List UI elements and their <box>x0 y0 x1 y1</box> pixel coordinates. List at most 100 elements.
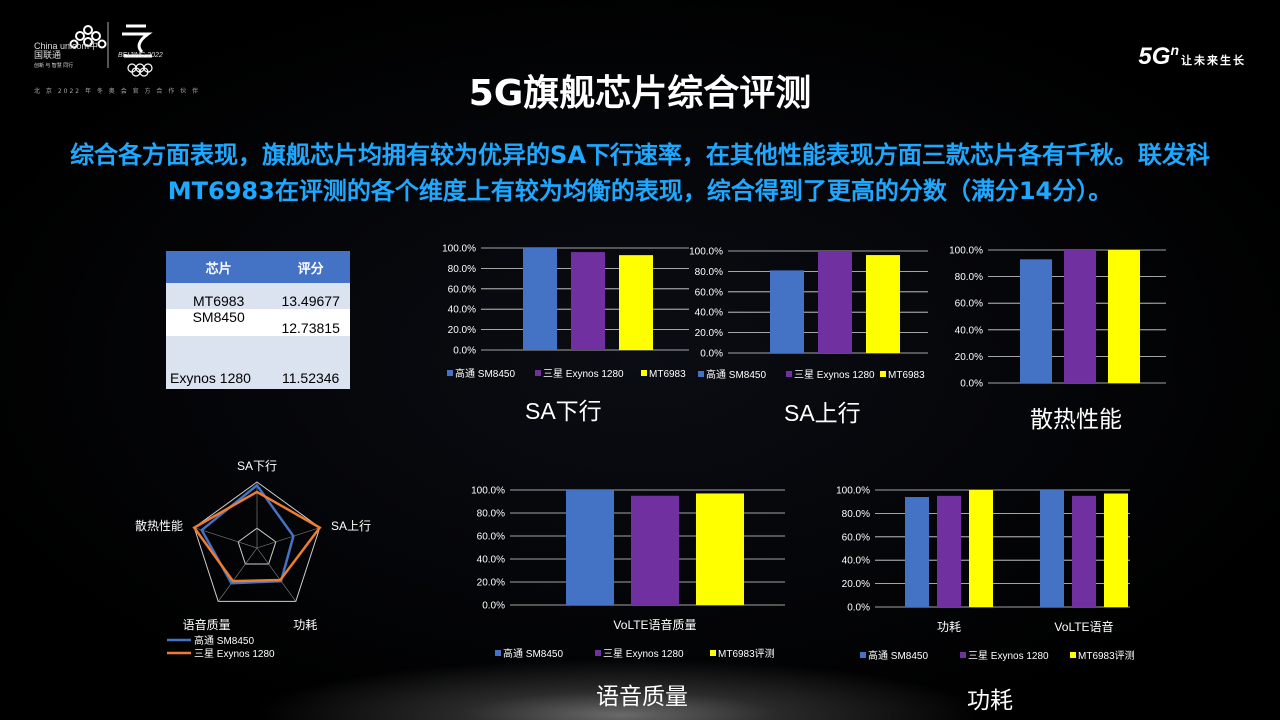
bar <box>1072 495 1096 607</box>
y-tick-label: 100.0% <box>689 247 723 258</box>
radar-axis-label: 散热性能 <box>135 518 183 533</box>
y-tick-label: 20.0% <box>842 579 870 590</box>
y-tick-label: 0.0% <box>847 603 870 614</box>
score-table-header-score: 评分 <box>271 251 350 283</box>
unicom-subtext: 创新 与 智慧 同行 <box>34 63 74 69</box>
score-table-header-chip: 芯片 <box>166 251 272 283</box>
radar-axis-label: SA上行 <box>331 519 371 533</box>
bar <box>1104 493 1128 607</box>
unicom-logo-text: China unicom中国联通 <box>34 41 99 60</box>
legend-label: 高通 SM8450 <box>706 368 766 381</box>
caption-power: 功耗 <box>967 687 1013 713</box>
legend-label: 三星 Exynos 1280 <box>543 368 624 380</box>
radar-spoke <box>217 547 258 602</box>
table-row: SM8450 12.73815 <box>166 309 350 336</box>
y-tick-label: 40.0% <box>695 308 723 319</box>
legend-swatch <box>1070 652 1076 658</box>
caption-sa-up: SA上行 <box>784 400 861 426</box>
y-tick-label: 40.0% <box>477 555 505 566</box>
chart-volte: 0.0% 20.0% 40.0% 60.0% 80.0% 100.0% VoLTE语音质量高… <box>471 486 785 660</box>
olympic-logo-text: BEIJING 2022 <box>118 52 163 59</box>
partner-slogan: 北 京 2022 年 冬 奥 会 官 方 合 作 伙 伴 <box>34 88 201 95</box>
legend-label: 高通 SM8450 <box>503 647 563 660</box>
x-tick-label: VoLTE语音 <box>1054 619 1113 634</box>
legend-swatch <box>786 371 792 377</box>
chart-sa-up: 0.0% 20.0% 40.0% 60.0% 80.0% 100.0% 高通 SM8450 三… <box>689 247 928 381</box>
brand-tagline: 让未来生长 <box>1181 55 1246 67</box>
bar <box>1108 250 1140 383</box>
y-tick-label: 20.0% <box>695 328 723 339</box>
x-tick-label: 功耗 <box>937 620 961 634</box>
y-tick-label: 20.0% <box>955 352 983 363</box>
bar <box>969 490 993 607</box>
legend-label: 三星 Exynos 1280 <box>603 648 684 660</box>
bar <box>566 490 614 605</box>
y-tick-label: 40.0% <box>955 325 983 336</box>
legend-swatch <box>447 370 453 376</box>
radar-axis-label: 语音质量 <box>183 617 231 632</box>
legend-swatch <box>960 652 966 658</box>
radar-series-line <box>200 483 295 585</box>
caption-sa-down: SA下行 <box>525 398 602 424</box>
legend-swatch <box>535 370 541 376</box>
legend-label: 三星 Exynos 1280 <box>794 369 875 381</box>
legend-swatch <box>698 371 704 377</box>
bar <box>905 497 929 607</box>
legend-label: 高通 SM8450 <box>455 367 515 380</box>
bar <box>571 252 605 350</box>
y-tick-label: 60.0% <box>842 532 870 543</box>
radar-spoke <box>256 527 320 549</box>
legend-label: MT6983评测 <box>718 647 775 660</box>
caption-thermal: 散热性能 <box>1030 406 1122 432</box>
radar-axis-label: 功耗 <box>293 618 317 632</box>
table-row: Exynos 1280 11.52346 <box>166 336 350 389</box>
bar <box>937 495 961 607</box>
table-cell-chip: MT6983 <box>166 283 272 309</box>
y-tick-label: 60.0% <box>477 532 505 543</box>
legend-swatch <box>641 370 647 376</box>
table-cell-chip: SM8450 <box>166 309 272 336</box>
bar <box>631 495 679 605</box>
y-tick-label: 60.0% <box>955 299 983 310</box>
summary-text: 综合各方面表现，旗舰芯片均拥有较为优异的SA下行速率，在其他性能表现方面三款芯片… <box>70 141 1210 205</box>
legend-swatch <box>595 650 601 656</box>
radar-grid-outer <box>193 481 321 602</box>
legend-label: MT6983 <box>649 369 686 380</box>
y-tick-label: 0.0% <box>960 379 983 390</box>
legend-swatch <box>860 652 866 658</box>
y-tick-label: 20.0% <box>448 325 476 336</box>
unicom-olympic-logo <box>69 22 153 77</box>
bar <box>770 270 804 353</box>
y-tick-label: 80.0% <box>477 509 505 520</box>
legend-label: MT6983评测 <box>1078 649 1135 662</box>
legend-label: 三星 Exynos 1280 <box>968 650 1049 662</box>
legend-label: MT6983 <box>888 370 925 381</box>
y-tick-label: 100.0% <box>949 246 983 257</box>
y-tick-label: 100.0% <box>836 486 870 497</box>
page-title: 5G旗舰芯片综合评测 <box>468 73 812 114</box>
score-table: 芯片 评分 MT6983 13.49677 SM8450 12.73815 Ex… <box>166 251 350 389</box>
radar-spoke <box>256 547 297 602</box>
y-tick-label: 20.0% <box>477 578 505 589</box>
table-cell-score: 12.73815 <box>271 309 350 336</box>
chart-thermal: 0.0% 20.0% 40.0% 60.0% 80.0% 100.0% <box>949 246 1166 390</box>
y-tick-label: 80.0% <box>448 264 476 275</box>
y-tick-label: 80.0% <box>955 272 983 283</box>
y-tick-label: 100.0% <box>471 486 505 497</box>
bar <box>866 255 900 353</box>
legend-swatch <box>495 650 501 656</box>
y-tick-label: 60.0% <box>448 284 476 295</box>
y-tick-label: 40.0% <box>448 305 476 316</box>
bar <box>523 248 557 350</box>
brand-5g-sup: n <box>1170 42 1179 58</box>
y-tick-label: 0.0% <box>453 346 476 357</box>
caption-volte: 语音质量 <box>596 683 688 709</box>
y-tick-label: 80.0% <box>842 509 870 520</box>
bar <box>619 255 653 350</box>
legend-label: 三星 Exynos 1280 <box>194 648 275 660</box>
radar-axis-label: SA下行 <box>237 459 277 473</box>
x-tick-label: VoLTE语音质量 <box>613 617 696 632</box>
radar-spoke <box>194 527 258 549</box>
bar <box>1040 490 1064 607</box>
